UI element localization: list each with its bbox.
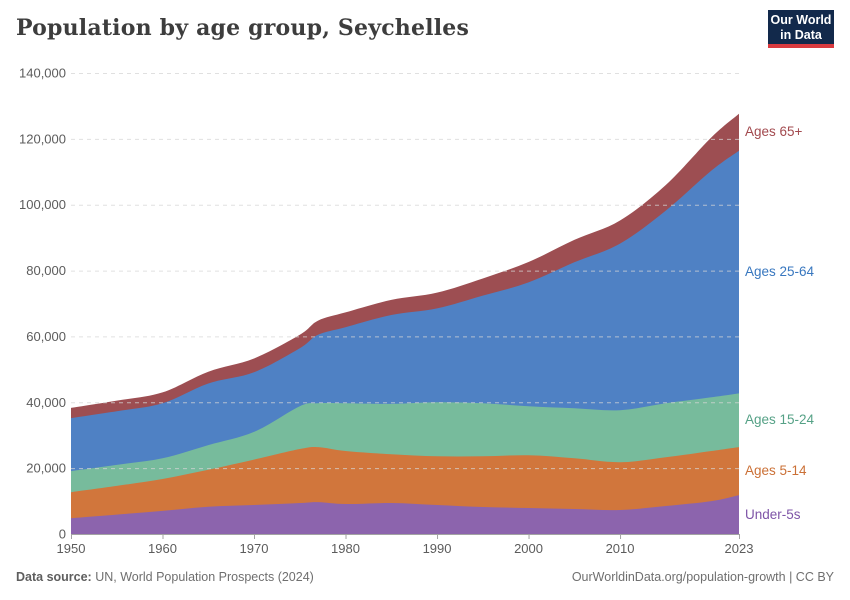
x-tick-label: 1970: [240, 541, 269, 556]
legend-label-under-5s[interactable]: Under-5s: [745, 506, 801, 522]
y-tick-label: 80,000: [26, 263, 66, 278]
x-tick-label: 2023: [725, 541, 754, 556]
page-title: Population by age group, Seychelles: [16, 15, 470, 41]
y-tick-label: 40,000: [26, 395, 66, 410]
axis-tick-labels: 0 20,000 40,000 60,000 80,000 100,000 120,000 1…: [19, 66, 753, 557]
y-tick-label: 0: [59, 527, 66, 542]
y-tick-label: 140,000: [19, 66, 66, 81]
area-series-group: [71, 113, 739, 535]
footer-citation-link[interactable]: OurWorldinData.org/population-growth | C…: [571, 570, 834, 584]
x-tick-label: 1990: [423, 541, 452, 556]
x-axis: [71, 534, 740, 539]
data-source-label: Data source:: [16, 570, 92, 584]
legend-label-ages-15-24[interactable]: Ages 15-24: [745, 412, 815, 428]
legend-label-ages-5-14[interactable]: Ages 5-14: [745, 463, 807, 479]
owid-logo[interactable]: Our World in Data: [768, 10, 834, 48]
legend-label-ages-65[interactable]: Ages 65+: [745, 124, 803, 140]
x-tick-label: 2010: [606, 541, 635, 556]
data-source-text: UN, World Population Prospects (2024): [91, 570, 314, 584]
x-tick-label: 1960: [148, 541, 177, 556]
y-tick-label: 120,000: [19, 131, 66, 146]
x-tick-label: 2000: [514, 541, 543, 556]
x-tick-label: 1950: [57, 541, 86, 556]
y-tick-label: 60,000: [26, 329, 66, 344]
owid-logo-line2: in Data: [780, 28, 822, 42]
y-tick-label: 20,000: [26, 461, 66, 476]
y-tick-label: 100,000: [19, 197, 66, 212]
area-under-5s[interactable]: [71, 495, 739, 534]
owid-logo-line1: Our World: [770, 13, 832, 27]
legend-label-ages-25-64[interactable]: Ages 25-64: [745, 264, 815, 280]
x-tick-label: 1980: [331, 541, 360, 556]
footer-data-source: Data source: UN, World Population Prospe…: [16, 570, 314, 584]
